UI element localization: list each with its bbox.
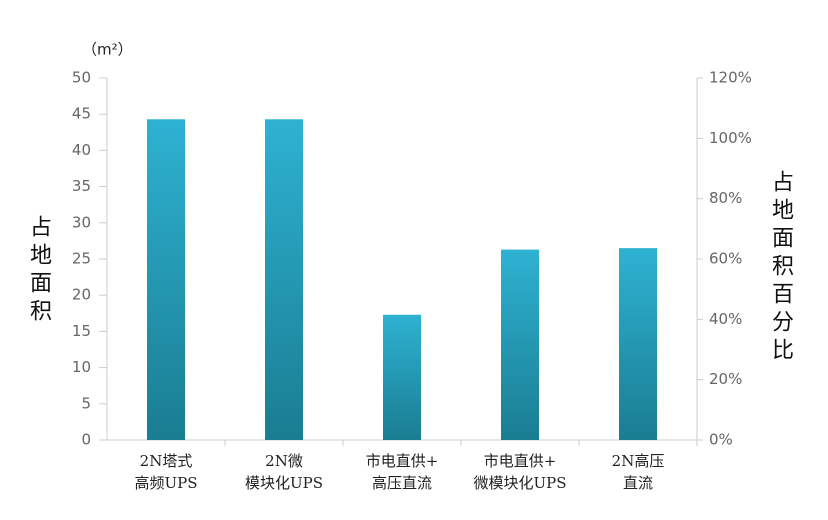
x-tick-label: 模块化UPS	[245, 474, 323, 492]
y-tick-label: 45	[72, 105, 91, 123]
unit-label: （m²）	[82, 41, 133, 59]
bar	[383, 314, 421, 440]
x-tick-label: 直流	[623, 474, 653, 492]
x-tick-label: 微模块化UPS	[473, 474, 566, 492]
y-tick-label: 0	[81, 431, 91, 449]
x-tick-label: 市电直供+	[366, 452, 439, 470]
x-tick-label: 2N高压	[612, 452, 665, 470]
y-tick-label: 40	[72, 141, 91, 159]
bar	[147, 119, 185, 440]
bar	[619, 248, 657, 440]
x-tick-label: 市电直供+	[484, 452, 557, 470]
y2-tick-label: 40%	[709, 310, 742, 328]
y-axis-label: 占地面积	[26, 215, 52, 327]
y-tick-label: 20	[72, 286, 91, 304]
bar	[501, 249, 539, 440]
y2-tick-label: 20%	[709, 370, 742, 388]
x-tick-label: 高频UPS	[134, 474, 197, 492]
y2-axis-label: 占地面积百分比	[768, 170, 794, 366]
y2-tick-label: 120%	[709, 69, 752, 87]
y-tick-label: 10	[72, 358, 91, 376]
x-tick-label: 2N塔式	[140, 452, 193, 470]
bar	[265, 119, 303, 440]
y-tick-label: 5	[81, 394, 91, 412]
y2-tick-label: 80%	[709, 189, 742, 207]
y-tick-label: 50	[72, 69, 91, 87]
y-tick-label: 25	[72, 250, 91, 268]
y2-tick-label: 100%	[709, 129, 752, 147]
x-tick-label: 2N微	[265, 452, 303, 470]
y2-tick-label: 60%	[709, 250, 742, 268]
y-tick-label: 15	[72, 322, 91, 340]
y2-tick-label: 0%	[709, 431, 733, 449]
y-tick-label: 30	[72, 213, 91, 231]
y-tick-label: 35	[72, 177, 91, 195]
x-tick-label: 高压直流	[372, 474, 432, 492]
